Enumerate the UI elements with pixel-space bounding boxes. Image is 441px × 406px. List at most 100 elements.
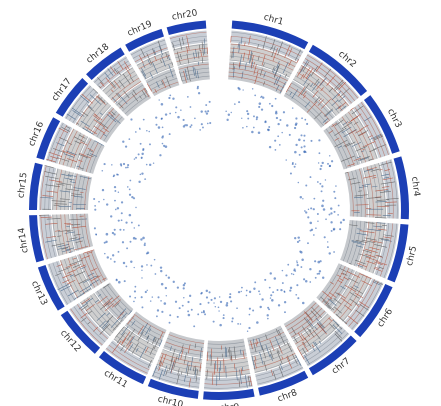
scatter-dot bbox=[333, 210, 336, 213]
track-line bbox=[44, 214, 52, 259]
scatter-dot bbox=[168, 133, 171, 136]
scatter-dot bbox=[133, 266, 135, 269]
track-line bbox=[52, 214, 60, 256]
track-line bbox=[355, 169, 362, 217]
track-signal bbox=[342, 121, 349, 126]
scatter-dot bbox=[328, 252, 331, 255]
chromosome-sector: chr8 bbox=[237, 281, 309, 404]
scatter-dot bbox=[114, 208, 117, 211]
scatter-dot bbox=[113, 260, 116, 263]
track-line bbox=[389, 159, 398, 219]
track-line bbox=[207, 349, 246, 353]
scatter-dot bbox=[156, 315, 158, 318]
scatter-dot bbox=[142, 118, 145, 121]
track-signal bbox=[72, 257, 77, 260]
track-signal bbox=[376, 261, 388, 266]
track-signal bbox=[65, 125, 70, 129]
scatter-dot bbox=[258, 102, 262, 105]
track-signal bbox=[51, 243, 65, 247]
scatter-dot bbox=[281, 269, 284, 272]
track-signal bbox=[247, 50, 251, 61]
track-signal bbox=[103, 302, 110, 308]
chromosome-sector: chr5 bbox=[294, 216, 419, 283]
scatter-dot bbox=[95, 233, 98, 236]
track-line bbox=[48, 214, 56, 258]
track-signal bbox=[334, 81, 344, 92]
track-line bbox=[165, 341, 204, 352]
track-signal bbox=[170, 348, 176, 362]
track-signal bbox=[77, 159, 83, 162]
scatter-dot bbox=[318, 270, 322, 273]
track-signal bbox=[310, 66, 318, 77]
track-line bbox=[102, 67, 134, 92]
scatter-dot bbox=[276, 288, 279, 291]
scatter-dot bbox=[196, 87, 199, 90]
scatter-dot bbox=[200, 292, 203, 295]
track-signal bbox=[337, 93, 341, 97]
track-signal bbox=[111, 111, 116, 116]
track-signal bbox=[382, 186, 390, 188]
track-signal bbox=[129, 336, 135, 344]
track-line bbox=[75, 94, 100, 126]
track-signal bbox=[331, 122, 337, 128]
track-signal bbox=[60, 173, 72, 177]
scatter-dot bbox=[289, 286, 293, 290]
track-line bbox=[181, 75, 210, 82]
scatter-dot bbox=[236, 307, 238, 310]
scatter-dot bbox=[117, 219, 120, 222]
ideogram-band bbox=[29, 162, 43, 210]
scatter-dot bbox=[104, 252, 106, 255]
scatter-dot bbox=[319, 260, 322, 263]
scatter-dot bbox=[111, 231, 115, 235]
scatter-dot bbox=[153, 258, 156, 261]
scatter-dot bbox=[278, 144, 281, 146]
scatter-dot bbox=[238, 101, 241, 104]
track-signal bbox=[250, 340, 253, 350]
ideogram-band bbox=[29, 215, 45, 263]
scatter-dot bbox=[267, 128, 270, 131]
track-line bbox=[60, 214, 68, 254]
track-line bbox=[205, 373, 251, 377]
scatter-dot bbox=[140, 157, 143, 159]
track-signal bbox=[359, 273, 372, 280]
track-signal bbox=[354, 292, 364, 299]
scatter-dot bbox=[302, 198, 304, 200]
scatter-dot bbox=[113, 174, 116, 177]
scatter-dot bbox=[94, 205, 96, 207]
track-signal bbox=[356, 232, 369, 236]
scatter-dot bbox=[218, 296, 221, 298]
track-signal bbox=[151, 336, 156, 344]
scatter-dot bbox=[226, 302, 229, 305]
scatter-dot bbox=[128, 213, 132, 217]
track-signal bbox=[161, 80, 164, 86]
scatter-dot bbox=[158, 99, 160, 101]
scatter-dot bbox=[208, 100, 211, 103]
track-signal bbox=[340, 297, 352, 306]
track-signal bbox=[63, 153, 75, 158]
track-ring bbox=[255, 358, 304, 386]
scatter-dot bbox=[252, 309, 255, 312]
track-line bbox=[69, 88, 94, 121]
scatter-dot bbox=[303, 139, 306, 142]
scatter-dot bbox=[319, 167, 322, 171]
track-line bbox=[140, 58, 172, 73]
track-signal bbox=[357, 228, 362, 230]
track-signal bbox=[356, 264, 363, 268]
track-line bbox=[250, 338, 288, 354]
track-signal bbox=[102, 297, 113, 307]
track-signal bbox=[106, 113, 117, 123]
scatter-dot bbox=[176, 286, 179, 289]
scatter-dot bbox=[180, 109, 182, 111]
track-line bbox=[64, 214, 71, 253]
track-signal bbox=[240, 368, 243, 376]
track-signal bbox=[159, 339, 163, 347]
track-line bbox=[374, 164, 382, 218]
scatter-dot bbox=[140, 238, 143, 241]
track-signal bbox=[351, 240, 362, 243]
track-signal bbox=[121, 312, 127, 319]
scatter-dot bbox=[247, 117, 250, 120]
scatter-dot bbox=[324, 179, 327, 181]
scatter-dot bbox=[239, 323, 242, 325]
track-signal bbox=[100, 82, 105, 87]
